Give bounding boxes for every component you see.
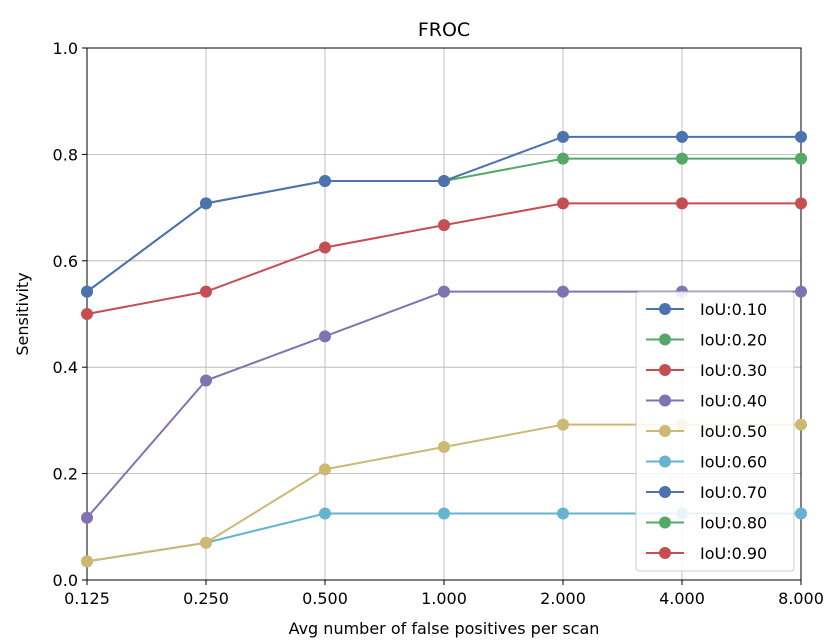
x-tick-label: 4.000 [659,589,705,608]
data-point [795,197,807,210]
legend-marker [659,547,671,559]
x-tick-label: 2.000 [540,589,586,608]
legend-marker [659,364,671,376]
legend-entry: IoU:0.80 [646,514,767,533]
legend-marker [659,455,671,468]
legend-label: IoU:0.20 [700,331,767,350]
data-point [795,507,807,520]
data-point [200,197,212,210]
data-point [676,197,688,210]
data-point [319,330,331,343]
data-point [200,285,212,298]
data-point [557,152,569,165]
data-point [200,374,212,387]
legend-entry: IoU:0.10 [646,300,767,319]
data-point [319,241,331,254]
legend-marker [659,486,671,498]
data-point [81,308,93,320]
legend-entry: IoU:0.90 [646,544,767,563]
data-point [795,130,807,143]
legend-label: IoU:0.50 [700,422,767,441]
y-tick-label: 1.0 [53,39,78,58]
x-tick-label: 1.000 [421,589,467,608]
y-tick-label: 0.0 [53,571,78,590]
data-point [676,152,688,165]
data-point [319,175,331,187]
legend-marker [659,516,671,529]
data-point [438,175,450,187]
axis-ticks: 0.125 0.250 0.500 1.000 2.000 4.000 8.000 0.0 0.… [53,39,824,608]
y-tick-label: 0.8 [53,145,78,164]
legend-entry: IoU:0.40 [646,392,767,411]
legend-entry: IoU:0.50 [646,422,767,441]
legend-entry: IoU:0.70 [646,483,767,502]
data-point [795,285,807,298]
legend-entry: IoU:0.20 [646,331,767,350]
legend-marker [659,394,671,407]
legend-label: IoU:0.30 [700,361,767,380]
legend-marker [659,333,671,346]
legend-marker [659,425,671,437]
legend-label: IoU:0.10 [700,300,767,319]
data-point [795,152,807,165]
chart-title: FROC [418,19,470,41]
series-iou-0-10 [81,130,807,298]
legend-label: IoU:0.70 [700,483,767,502]
legend-entry: IoU:0.30 [646,361,767,380]
legend-label: IoU:0.40 [700,392,767,411]
y-tick-label: 0.4 [53,358,78,377]
legend-entry: IoU:0.60 [646,453,767,472]
data-point [81,511,93,524]
legend-box [635,291,795,572]
x-tick-label: 0.125 [64,589,110,608]
data-point [438,507,450,520]
legend-marker [659,303,671,315]
data-point [557,507,569,520]
y-tick-label: 0.2 [53,465,78,484]
data-point [438,285,450,298]
y-axis-label: Sensitivity [13,272,32,355]
legend-label: IoU:0.60 [700,453,767,472]
series-layer [81,130,807,568]
data-point [200,536,212,549]
x-axis-label: Avg number of false positives per scan [289,619,600,638]
data-point [676,130,688,143]
data-point [81,285,93,298]
legend: IoU:0.10 IoU:0.20 IoU:0.30 IoU:0.40 IoU:0.50… [635,291,795,572]
data-point [319,507,331,520]
data-point [557,418,569,431]
x-tick-label: 0.500 [302,589,348,608]
data-point [557,197,569,210]
x-tick-label: 8.000 [778,589,824,608]
x-tick-label: 0.250 [183,589,229,608]
data-point [795,418,807,431]
data-point [557,285,569,298]
data-point [319,463,331,476]
y-tick-label: 0.6 [53,252,78,271]
data-point [438,441,450,453]
legend-label: IoU:0.90 [700,544,767,563]
series-iou-0-30 [81,197,807,320]
data-point [81,555,93,568]
data-point [438,219,450,232]
data-point [557,130,569,143]
legend-label: IoU:0.80 [700,514,767,533]
